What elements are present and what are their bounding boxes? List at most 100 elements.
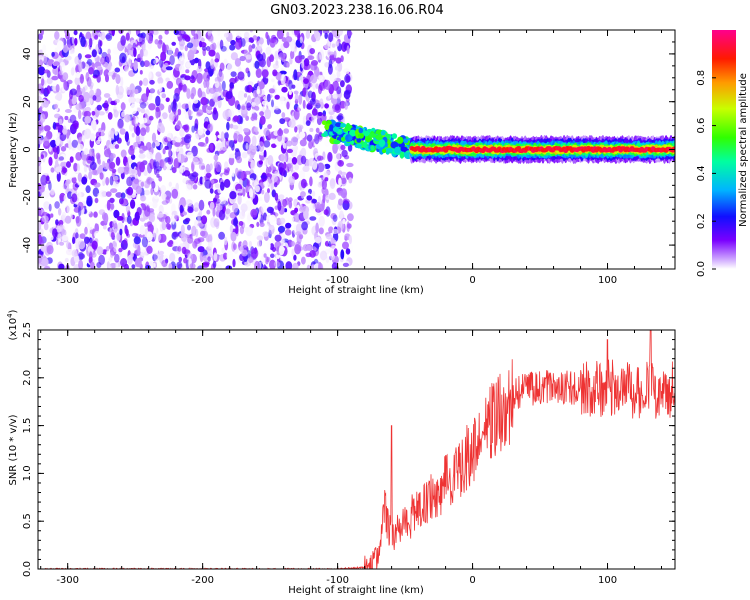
- heatmap-cell: [256, 53, 264, 62]
- heatmap-cell: [75, 103, 82, 111]
- heatmap-cell: [300, 178, 307, 189]
- heatmap-cell: [348, 235, 352, 245]
- heatmap-cell: [258, 141, 265, 153]
- heatmap-cell: [294, 126, 298, 133]
- heatmap-cell: [290, 216, 294, 225]
- heatmap-cell: [202, 176, 206, 186]
- heatmap-cell: [139, 35, 146, 45]
- heatmap-cell: [348, 135, 353, 141]
- heatmap-cell: [300, 155, 307, 165]
- heatmap-cell: [114, 67, 121, 73]
- heatmap-cell: [145, 125, 150, 133]
- heatmap-cell: [148, 103, 156, 111]
- heatmap-cell: [269, 214, 277, 226]
- heatmap-cell: [341, 177, 347, 185]
- heatmap-cell: [248, 256, 254, 264]
- heatmap-cell: [98, 209, 106, 216]
- heatmap-cell: [247, 250, 251, 259]
- heatmap-cell: [103, 100, 109, 112]
- heatmap-cell: [179, 204, 184, 214]
- heatmap-cell: [286, 148, 293, 154]
- heatmap-cell: [78, 94, 84, 103]
- heatmap-cell: [117, 119, 124, 130]
- heatmap-cell: [120, 35, 126, 46]
- heatmap-cell: [157, 77, 164, 85]
- heatmap-cell: [178, 39, 185, 47]
- heatmap-cell: [292, 262, 299, 269]
- heatmap-cell: [119, 198, 124, 205]
- heatmap-cell: [116, 216, 124, 221]
- heatmap-cell: [245, 234, 251, 243]
- heatmap-cell: [403, 138, 409, 144]
- heatmap-cell: [267, 131, 274, 139]
- heatmap-cell: [269, 54, 275, 63]
- heatmap-cell: [280, 167, 286, 176]
- heatmap-cell: [191, 225, 197, 237]
- heatmap-cell: [252, 120, 258, 126]
- heatmap-cell: [288, 200, 293, 209]
- heatmap-cell: [115, 262, 119, 269]
- heatmap-cell: [279, 118, 286, 125]
- heatmap-cell: [219, 196, 227, 205]
- heatmap-cell: [141, 117, 148, 124]
- heatmap-cell: [158, 250, 165, 255]
- heatmap-cell: [197, 212, 201, 223]
- heatmap-cell: [43, 69, 50, 74]
- heatmap-cell: [97, 158, 101, 165]
- heatmap-x-ticks: -300 -200 -100 0 100: [40, 30, 663, 286]
- heatmap-cell: [342, 218, 346, 225]
- heatmap-cell: [233, 115, 240, 122]
- x-tick-label: -100: [326, 575, 349, 586]
- heatmap-cell: [171, 41, 176, 46]
- heatmap-cell: [158, 204, 164, 215]
- heatmap-cell: [140, 249, 148, 257]
- heatmap-cell: [126, 87, 131, 96]
- heatmap-cell: [312, 81, 316, 90]
- heatmap-cell: [335, 40, 340, 47]
- heatmap-cell: [98, 111, 105, 116]
- heatmap-cell: [96, 246, 104, 256]
- heatmap-cell: [323, 38, 331, 50]
- heatmap-cell: [197, 128, 204, 136]
- heatmap-cell: [244, 85, 250, 93]
- heatmap-cell: [363, 130, 370, 137]
- heatmap-cell: [229, 44, 236, 51]
- heatmap-cell: [243, 93, 248, 98]
- heatmap-cell: [269, 259, 276, 269]
- heatmap-cell: [346, 162, 354, 168]
- heatmap-cell: [158, 175, 163, 182]
- heatmap-cell: [197, 73, 204, 81]
- heatmap-cell: [193, 63, 198, 70]
- heatmap-cell: [246, 147, 252, 155]
- heatmap-cell: [333, 50, 337, 59]
- heatmap-cell: [246, 102, 252, 111]
- heatmap-cell: [107, 112, 113, 120]
- heatmap-cell: [345, 75, 351, 83]
- heatmap-cell: [213, 252, 218, 262]
- heatmap-cell: [83, 164, 88, 173]
- heatmap-cell: [55, 159, 59, 168]
- heatmap-cell: [250, 115, 258, 122]
- heatmap-cell: [177, 108, 182, 116]
- heatmap-cell: [146, 231, 153, 242]
- heatmap-cell: [302, 99, 306, 109]
- heatmap-cell: [179, 164, 186, 173]
- heatmap-cell: [308, 82, 313, 88]
- heatmap-cell: [161, 221, 167, 231]
- heatmap-cell: [205, 130, 211, 136]
- heatmap-cell: [168, 181, 172, 187]
- y-tick-label: 20: [22, 95, 33, 108]
- heatmap-cell: [133, 60, 138, 72]
- heatmap-cell: [75, 216, 80, 224]
- heatmap-cell: [118, 247, 123, 253]
- heatmap-cell: [77, 109, 82, 120]
- heatmap-cell: [174, 141, 181, 147]
- heatmap-cell: [336, 70, 341, 78]
- heatmap-cell: [308, 140, 313, 149]
- heatmap-cell: [256, 221, 260, 227]
- heatmap-cell: [171, 188, 179, 199]
- heatmap-cell: [318, 177, 322, 183]
- heatmap-cell: [89, 251, 93, 262]
- heatmap-cell: [250, 159, 256, 171]
- heatmap-cell: [266, 93, 271, 103]
